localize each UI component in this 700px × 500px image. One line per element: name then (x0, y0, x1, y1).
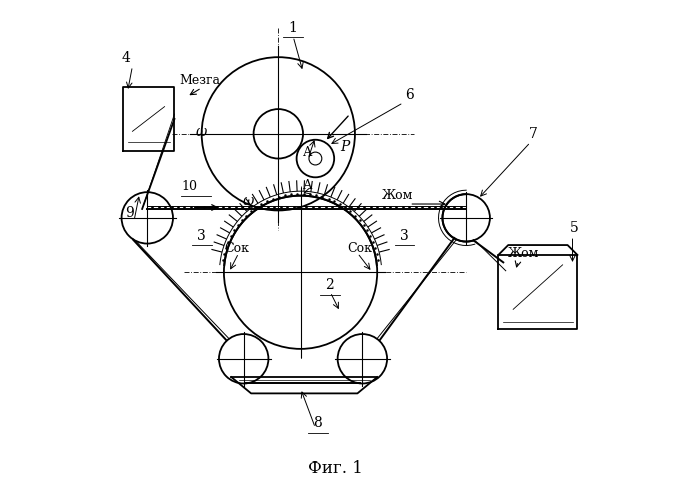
Text: 3: 3 (400, 228, 409, 242)
Text: 4: 4 (122, 50, 130, 64)
Text: Фиг. 1: Фиг. 1 (308, 460, 363, 477)
Text: 5: 5 (570, 221, 578, 235)
Text: А: А (303, 178, 313, 192)
Text: ω: ω (196, 124, 207, 138)
Text: Сок: Сок (347, 242, 372, 255)
Text: Жом: Жом (508, 247, 540, 260)
Text: 1: 1 (288, 21, 298, 35)
Text: А: А (303, 146, 313, 158)
Text: 9: 9 (125, 206, 134, 220)
Text: 8: 8 (314, 416, 322, 430)
Text: 7: 7 (528, 127, 538, 141)
Text: 3: 3 (197, 228, 206, 242)
Text: 6: 6 (405, 88, 414, 102)
Text: Мезга: Мезга (179, 74, 220, 87)
Text: Сок: Сок (224, 242, 248, 255)
Text: 2: 2 (326, 278, 334, 292)
Text: ω: ω (243, 194, 254, 208)
Text: Жом: Жом (382, 188, 414, 202)
Text: 10: 10 (181, 180, 197, 193)
Text: Р: Р (340, 140, 350, 153)
